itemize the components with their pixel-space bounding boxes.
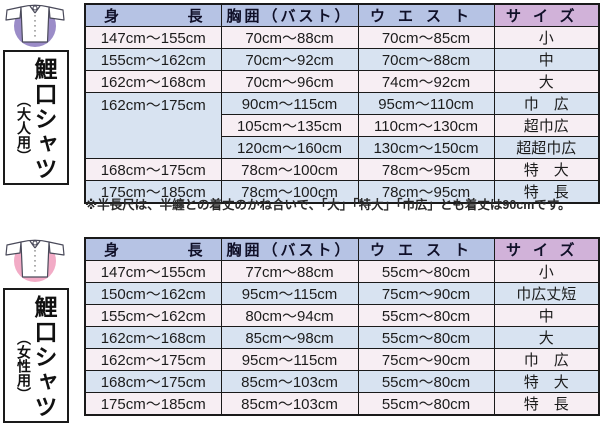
table-row: 162cm～175cm 95cm～115cm 75cm～90cm 巾 広 bbox=[84, 348, 600, 371]
cell-bust: 78cm～100cm bbox=[220, 180, 359, 204]
column-header-size: サイズ bbox=[493, 3, 600, 27]
cell-height: 147cm～155cm bbox=[84, 260, 222, 283]
cell-height: 147cm～155cm bbox=[84, 26, 222, 49]
column-header-waist: ウエスト bbox=[357, 237, 495, 261]
cell-waist: 110cm～130cm bbox=[357, 114, 495, 137]
table-row: 155cm～162cm 80cm～94cm 55cm～80cm 中 bbox=[84, 304, 600, 327]
cell-bust: 85cm～103cm bbox=[220, 392, 359, 416]
cell-waist: 95cm～110cm bbox=[357, 92, 495, 115]
column-header-bust: 胸囲（バスト） bbox=[220, 237, 359, 261]
column-header-height: 身長 bbox=[84, 3, 222, 27]
cell-waist: 70cm～88cm bbox=[357, 48, 495, 71]
cell-bust: 120cm～160cm bbox=[220, 136, 359, 159]
column-header-bust: 胸囲（バスト） bbox=[220, 3, 359, 27]
cell-waist: 74cm～92cm bbox=[357, 70, 495, 93]
cell-height: 155cm～162cm bbox=[84, 48, 222, 71]
cell-size: 巾 広 bbox=[493, 348, 600, 371]
cell-height: 175cm～185cm bbox=[84, 180, 222, 204]
table-row: 162cm～168cm 85cm～98cm 55cm～80cm 大 bbox=[84, 326, 600, 349]
cell-height: 162cm～175cm bbox=[84, 92, 222, 159]
cell-size: 小 bbox=[493, 26, 600, 49]
column-header-size: サイズ bbox=[493, 237, 600, 261]
cell-bust: 70cm～88cm bbox=[220, 26, 359, 49]
cell-waist: 75cm～90cm bbox=[357, 282, 495, 305]
cell-height: 168cm～175cm bbox=[84, 370, 222, 393]
cell-waist: 55cm～80cm bbox=[357, 370, 495, 393]
cell-size: 小 bbox=[493, 260, 600, 283]
table-row: 147cm～155cm 77cm～88cm 55cm～80cm 小 bbox=[84, 260, 600, 283]
table-row: 168cm～175cm 85cm～103cm 55cm～80cm 特 大 bbox=[84, 370, 600, 393]
women-product-subtitle: （女性用） bbox=[16, 331, 32, 401]
koikuchi-shirt-women-icon bbox=[5, 239, 65, 282]
cell-waist: 130cm～150cm bbox=[357, 136, 495, 159]
women-size-table: 身長 胸囲（バスト） ウエスト サイズ 147cm～155cm 77cm～88cm 55c… bbox=[84, 237, 600, 416]
table-row: 175cm～185cm 85cm～103cm 55cm～80cm 特 長 bbox=[84, 392, 600, 416]
cell-size: 大 bbox=[493, 70, 600, 93]
cell-bust: 77cm～88cm bbox=[220, 260, 359, 283]
table-row: 162cm～168cm 70cm～96cm 74cm～92cm 大 bbox=[84, 70, 600, 93]
cell-bust: 80cm～94cm bbox=[220, 304, 359, 327]
cell-size: 大 bbox=[493, 326, 600, 349]
cell-bust: 70cm～96cm bbox=[220, 70, 359, 93]
cell-height: 168cm～175cm bbox=[84, 158, 222, 181]
cell-waist: 55cm～80cm bbox=[357, 260, 495, 283]
cell-size: 特 長 bbox=[493, 392, 600, 416]
header-row: 身長 胸囲（バスト） ウエスト サイズ bbox=[84, 237, 600, 261]
cell-bust: 105cm～135cm bbox=[220, 114, 359, 137]
cell-height: 175cm～185cm bbox=[84, 392, 222, 416]
women-product-label: 鯉口シャツ （女性用） bbox=[3, 288, 69, 423]
table-row: 150cm～162cm 95cm～115cm 75cm～90cm 巾広丈短 bbox=[84, 282, 600, 305]
adult-size-table: 身長 胸囲（バスト） ウエスト サイズ 147cm～155cm 70cm～88cm 70c… bbox=[84, 3, 600, 204]
cell-bust: 70cm～92cm bbox=[220, 48, 359, 71]
cell-height: 162cm～168cm bbox=[84, 326, 222, 349]
table-row: 162cm～175cm 90cm～115cm 95cm～110cm 巾 広 bbox=[84, 92, 600, 159]
cell-size: 巾 広 bbox=[493, 92, 600, 115]
header-row: 身長 胸囲（バスト） ウエスト サイズ bbox=[84, 3, 600, 27]
table-row: 105cm～135cm 110cm～130cm 超巾広 bbox=[85, 114, 600, 137]
cell-bust: 90cm～115cm bbox=[220, 92, 359, 115]
cell-size: 特 大 bbox=[493, 158, 600, 181]
size-note: ※半長尺は、半纏との着丈のかね合いで、「大」「特大」「巾広」とも着丈は90cmで… bbox=[85, 198, 571, 212]
cell-size: 超巾広 bbox=[493, 114, 600, 137]
cell-height: 150cm～162cm bbox=[84, 282, 222, 305]
table-row: 155cm～162cm 70cm～92cm 70cm～88cm 中 bbox=[84, 48, 600, 71]
women-product-title: 鯉口シャツ bbox=[31, 295, 57, 420]
cell-bust: 78cm～100cm bbox=[220, 158, 359, 181]
cell-bust: 95cm～115cm bbox=[220, 282, 359, 305]
cell-size: 中 bbox=[493, 304, 600, 327]
adult-product-title: 鯉口シャツ bbox=[31, 57, 57, 182]
cell-height: 162cm～175cm bbox=[84, 348, 222, 371]
cell-size: 特 大 bbox=[493, 370, 600, 393]
cell-size: 超超巾広 bbox=[493, 136, 600, 159]
cell-height: 155cm～162cm bbox=[84, 304, 222, 327]
table-row: 120cm～160cm 130cm～150cm 超超巾広 bbox=[85, 136, 600, 159]
table-row: 147cm～155cm 70cm～88cm 70cm～85cm 小 bbox=[84, 26, 600, 49]
cell-waist: 55cm～80cm bbox=[357, 392, 495, 416]
cell-height: 162cm～168cm bbox=[84, 70, 222, 93]
adult-product-subtitle: （大人用） bbox=[16, 93, 32, 163]
cell-waist: 78cm～95cm bbox=[357, 158, 495, 181]
koikuchi-shirt-adult-icon bbox=[5, 4, 65, 47]
adult-product-label: 鯉口シャツ （大人用） bbox=[3, 50, 69, 185]
cell-waist: 75cm～90cm bbox=[357, 348, 495, 371]
cell-bust: 85cm～103cm bbox=[220, 370, 359, 393]
cell-waist: 55cm～80cm bbox=[357, 326, 495, 349]
column-header-height: 身長 bbox=[84, 237, 222, 261]
table-row: 175cm～185cm 78cm～100cm 78cm～95cm 特 長 bbox=[84, 180, 600, 204]
cell-size: 中 bbox=[493, 48, 600, 71]
cell-bust: 95cm～115cm bbox=[220, 348, 359, 371]
cell-waist: 55cm～80cm bbox=[357, 304, 495, 327]
cell-waist: 78cm～95cm bbox=[357, 180, 495, 204]
cell-waist: 70cm～85cm bbox=[357, 26, 495, 49]
cell-size: 特 長 bbox=[493, 180, 600, 204]
table-row: 168cm～175cm 78cm～100cm 78cm～95cm 特 大 bbox=[84, 158, 600, 181]
column-header-waist: ウエスト bbox=[357, 3, 495, 27]
cell-bust: 85cm～98cm bbox=[220, 326, 359, 349]
cell-size: 巾広丈短 bbox=[493, 282, 600, 305]
